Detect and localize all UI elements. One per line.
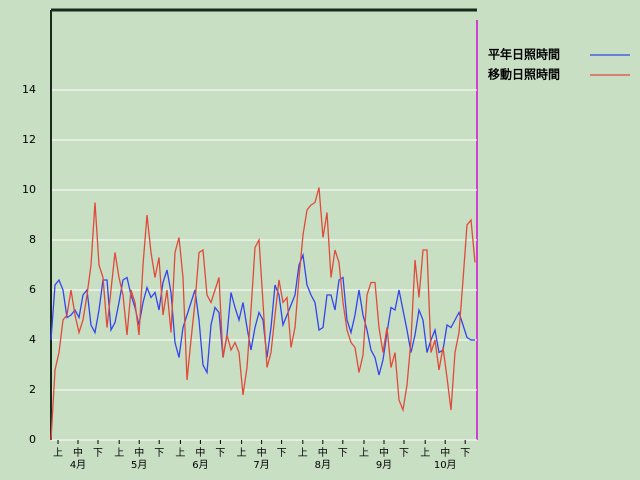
x-tick-label: 中 xyxy=(134,446,144,459)
y-tick-label: 4 xyxy=(29,333,36,346)
x-tick-label: 上 xyxy=(175,447,185,459)
x-tick-label: 下 xyxy=(154,448,164,459)
month-label: 6月 xyxy=(192,459,208,471)
x-tick-label: 中 xyxy=(195,446,205,459)
x-tick-label: 下 xyxy=(277,448,287,459)
month-label: 10月 xyxy=(434,459,457,471)
x-tick-label: 上 xyxy=(53,447,63,459)
x-tick-label: 中 xyxy=(379,446,389,459)
x-tick-label: 下 xyxy=(215,448,225,459)
month-label: 7月 xyxy=(253,459,269,471)
y-tick-label: 0 xyxy=(29,433,36,446)
x-tick-label: 上 xyxy=(420,447,430,459)
y-tick-label: 10 xyxy=(22,183,36,196)
x-tick-label: 中 xyxy=(318,446,328,459)
month-label: 4月 xyxy=(70,459,86,471)
y-tick-label: 6 xyxy=(29,283,36,296)
month-label: 9月 xyxy=(376,459,392,471)
x-tick-label: 上 xyxy=(237,447,247,459)
series-line xyxy=(50,187,476,441)
legend-label: 平年日照時間 xyxy=(488,47,560,62)
y-tick-label: 2 xyxy=(29,383,36,396)
month-label: 5月 xyxy=(131,459,147,471)
y-tick-label: 12 xyxy=(22,133,36,146)
x-tick-label: 下 xyxy=(93,448,103,459)
x-tick-label: 下 xyxy=(338,448,348,459)
x-tick-label: 下 xyxy=(399,448,409,459)
legend-label: 移動日照時間 xyxy=(488,67,560,82)
x-tick-label: 上 xyxy=(114,447,124,459)
x-tick-label: 中 xyxy=(257,446,267,459)
x-tick-label: 上 xyxy=(298,447,308,459)
series-line xyxy=(50,252,475,376)
x-tick-label: 上 xyxy=(359,447,369,459)
month-label: 8月 xyxy=(315,459,331,471)
x-tick-label: 中 xyxy=(440,446,450,459)
y-tick-label: 8 xyxy=(29,233,36,246)
y-tick-label: 14 xyxy=(22,83,36,96)
x-tick-label: 中 xyxy=(73,446,83,459)
x-tick-label: 下 xyxy=(460,448,470,459)
